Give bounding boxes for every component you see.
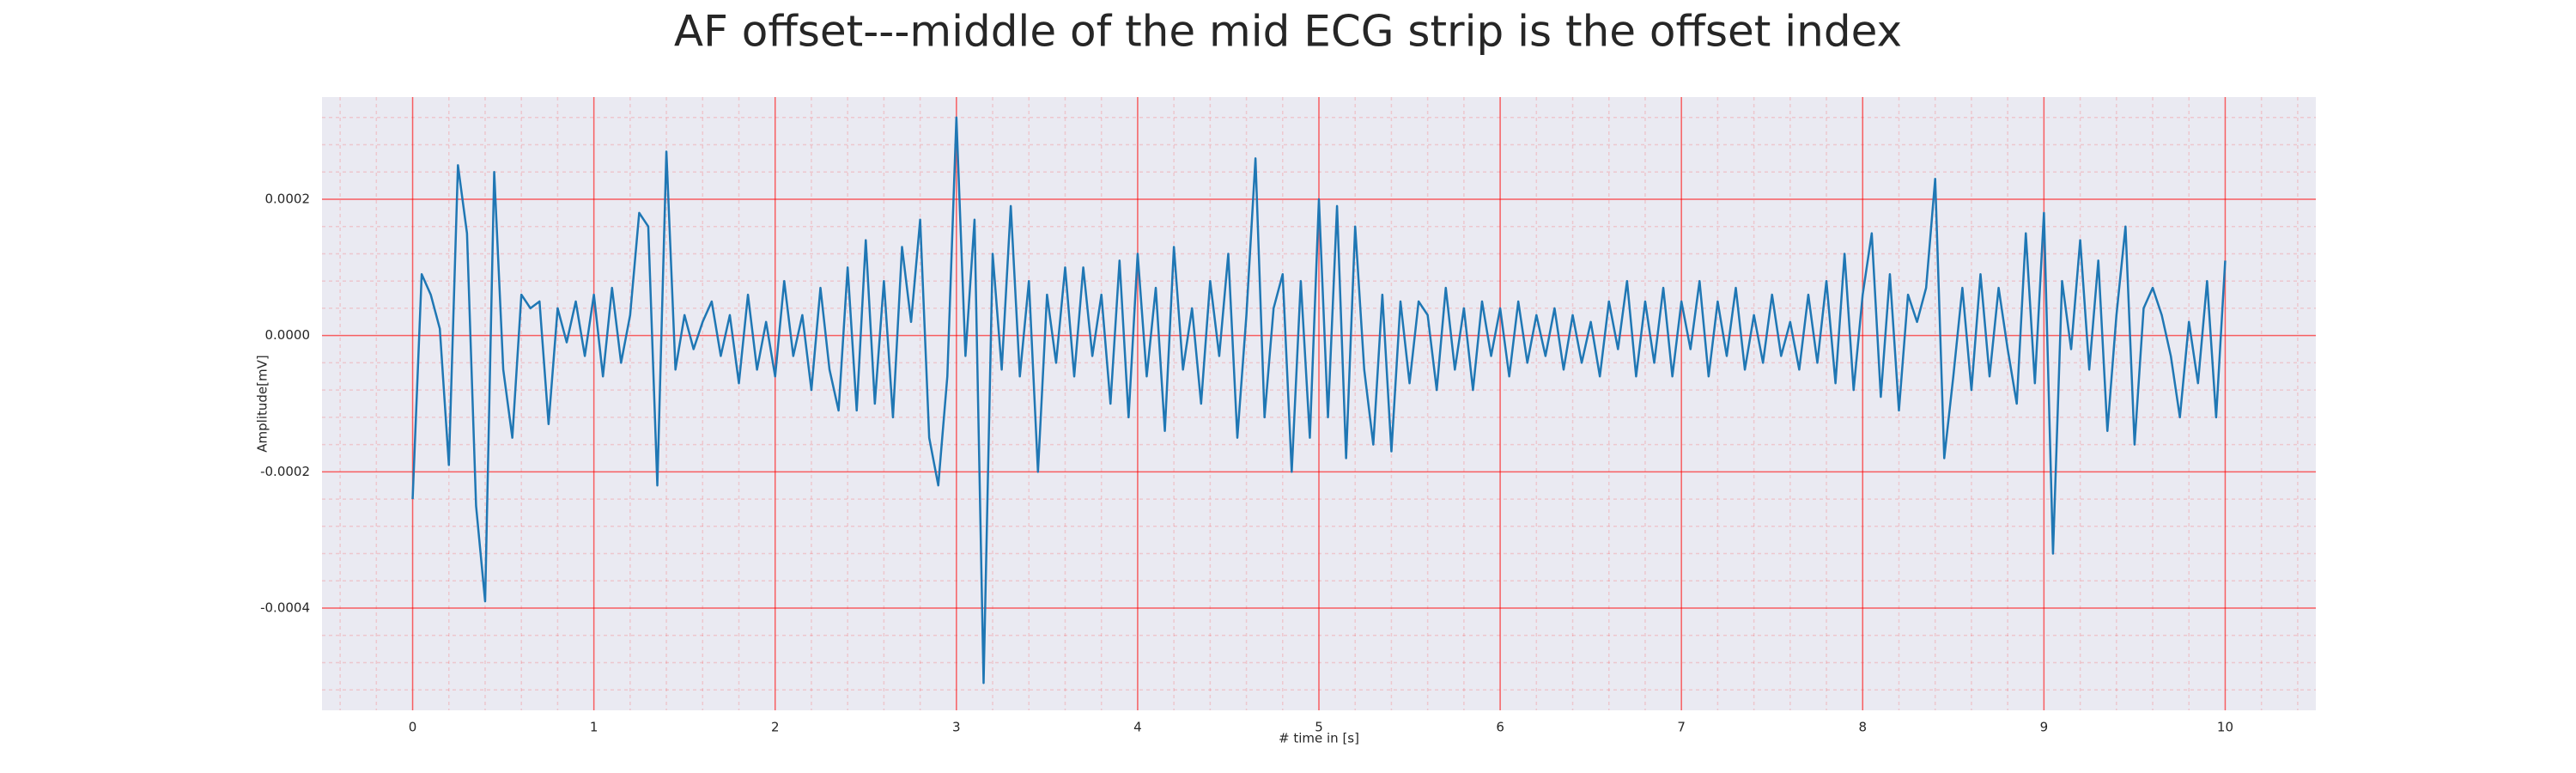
- x-axis-label: # time in [s]: [1279, 731, 1359, 746]
- x-tick-label: 3: [952, 720, 961, 735]
- y-tick-label: -0.0002: [260, 464, 310, 479]
- x-tick-label: 8: [1858, 720, 1867, 735]
- x-tick-label: 6: [1496, 720, 1504, 735]
- y-tick-label: 0.0000: [265, 327, 311, 343]
- x-tick-label: 1: [590, 720, 598, 735]
- y-axis-label: Amplitude[mV]: [255, 355, 270, 452]
- y-tick-label: 0.0002: [265, 192, 311, 207]
- chart-title: AF offset---middle of the mid ECG strip …: [674, 7, 1902, 57]
- x-tick-label: 10: [2217, 720, 2233, 735]
- x-tick-label: 9: [2040, 720, 2049, 735]
- x-tick-label: 4: [1133, 720, 1142, 735]
- x-tick-label: 7: [1677, 720, 1686, 735]
- x-tick-label: 2: [771, 720, 780, 735]
- y-tick-label: -0.0004: [260, 600, 310, 616]
- x-tick-label: 0: [409, 720, 417, 735]
- x-tick-label: 5: [1315, 720, 1323, 735]
- line-series: [411, 116, 2227, 685]
